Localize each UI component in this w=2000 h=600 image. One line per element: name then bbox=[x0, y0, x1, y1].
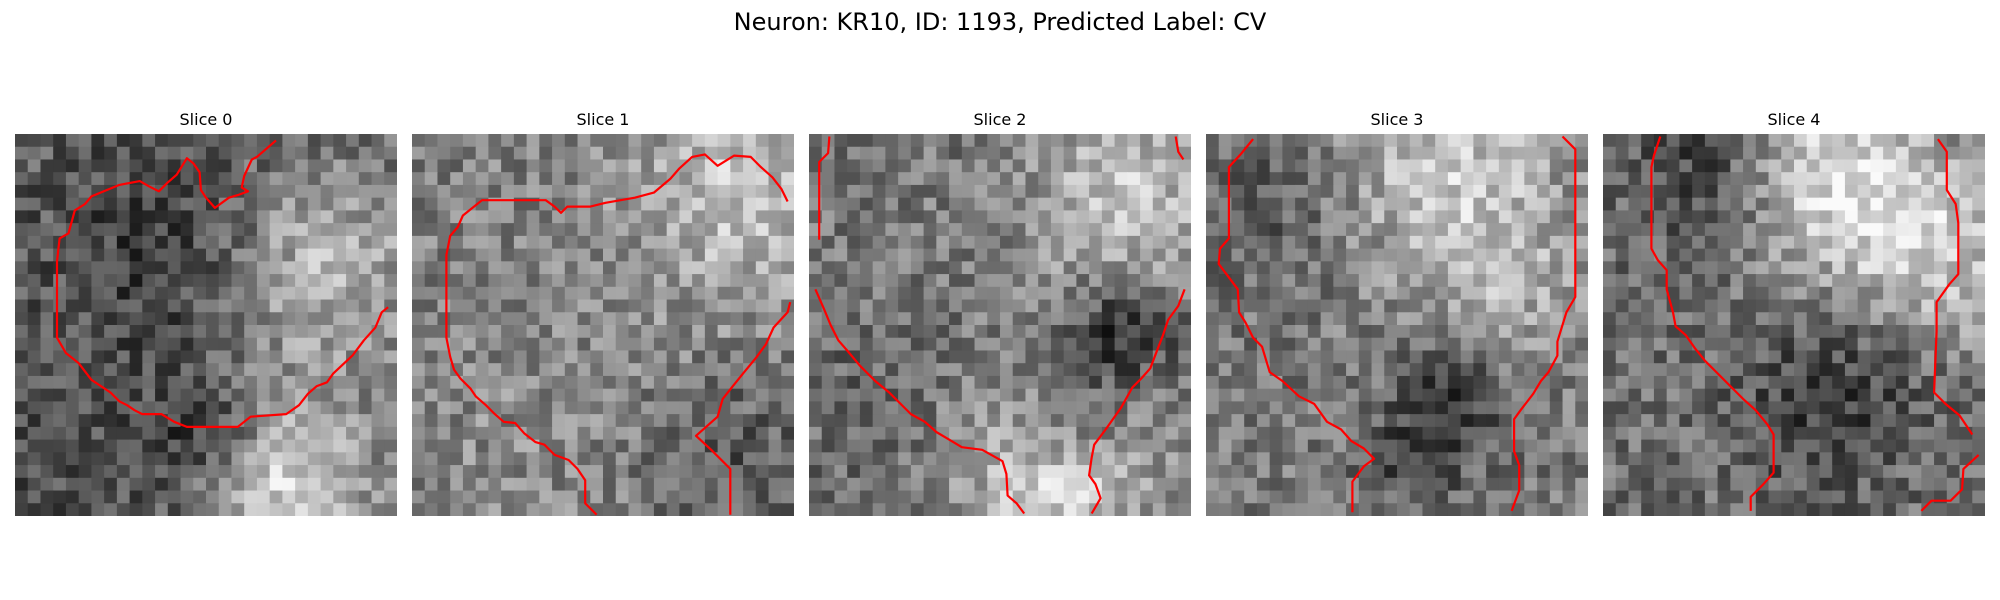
slice-title: Slice 4 bbox=[1767, 110, 1821, 129]
contour-line bbox=[1933, 138, 1974, 436]
slice-image bbox=[412, 134, 794, 516]
slice-panel-0: Slice 0 bbox=[15, 110, 397, 516]
slice-image bbox=[1603, 134, 1985, 516]
contour-line bbox=[1088, 288, 1186, 515]
contour-line bbox=[818, 136, 831, 240]
contour-line bbox=[814, 288, 1026, 515]
slice-title: Slice 1 bbox=[576, 110, 630, 129]
slice-image bbox=[15, 134, 397, 516]
slice-image bbox=[809, 134, 1191, 516]
contour-line bbox=[1174, 136, 1185, 161]
contour-line bbox=[1650, 136, 1775, 511]
slice-image bbox=[1206, 134, 1588, 516]
slice-title: Slice 2 bbox=[973, 110, 1027, 129]
slice-title: Slice 3 bbox=[1370, 110, 1424, 129]
contour-line bbox=[55, 139, 389, 428]
slice-title: Slice 0 bbox=[179, 110, 233, 129]
contour-line bbox=[1217, 138, 1376, 513]
contour-line bbox=[445, 153, 789, 516]
contour-line bbox=[1920, 454, 1980, 512]
figure-title: Neuron: KR10, ID: 1193, Predicted Label:… bbox=[733, 8, 1267, 36]
slice-panel-3: Slice 3 bbox=[1206, 110, 1588, 516]
contour-line bbox=[1510, 135, 1577, 512]
slice-panel-4: Slice 4 bbox=[1603, 110, 1985, 516]
slice-panel-2: Slice 2 bbox=[809, 110, 1191, 516]
contour-line bbox=[694, 301, 792, 515]
slice-panel-1: Slice 1 bbox=[412, 110, 794, 516]
